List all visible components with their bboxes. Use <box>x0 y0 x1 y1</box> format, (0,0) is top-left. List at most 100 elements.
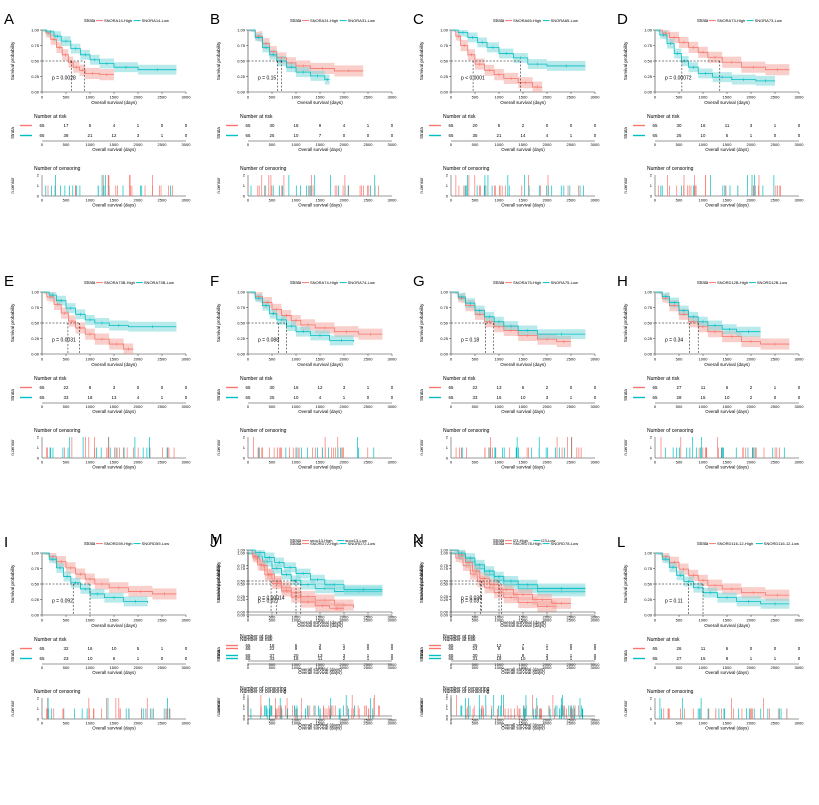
y-tick-label: 0.50 <box>237 581 246 586</box>
censor-x-tick-label: 3000 <box>591 198 601 203</box>
censor-x-tick-label: 3000 <box>182 198 192 203</box>
legend: Strata snoc13-High snoc13-Low <box>290 538 367 543</box>
risk-low-value: 10 <box>521 395 526 400</box>
censor-x-tick-label: 1500 <box>519 718 529 723</box>
x-axis-label: Overall survival (days) <box>91 100 137 105</box>
x-tick-label: 3000 <box>795 618 805 623</box>
risk-x-tick-label: 2500 <box>158 404 168 409</box>
risk-x-axis-label: Overall survival (days) <box>298 409 342 414</box>
risk-strata-label: Strata <box>10 127 15 139</box>
censor-x-tick-label: 3000 <box>182 460 192 465</box>
y-tick-label: 0.00 <box>31 351 40 356</box>
x-tick-label: 2500 <box>364 95 374 100</box>
risk-x-tick-label: 2000 <box>543 142 553 147</box>
risk-low-value: 1 <box>570 653 573 658</box>
risk-high-value: 18 <box>270 643 275 648</box>
risk-low-value: 65 <box>449 133 454 138</box>
risk-high-value: 7 <box>522 643 525 648</box>
legend-low-label: l23-Low <box>541 538 555 543</box>
risk-x-tick-label: 2500 <box>567 662 577 667</box>
risk-low-value: 10 <box>294 395 299 400</box>
risk-x-tick-label: 2500 <box>364 404 374 409</box>
risk-high-value: 6 <box>522 646 525 651</box>
censor-y-tick-label: 2 <box>37 172 40 177</box>
y-tick-label: 0.50 <box>237 578 246 583</box>
p-value: p = 0.11 <box>665 599 683 605</box>
censor-x-axis-label: Overall survival (days) <box>501 723 545 728</box>
censor-x-tick-label: 2500 <box>771 198 781 203</box>
x-tick-label: 1500 <box>110 357 120 362</box>
risk-low-value: 65 <box>40 133 45 138</box>
censor-y-tick-label: 1 <box>650 183 653 188</box>
risk-low-value: 3 <box>546 656 549 661</box>
legend-high-label: SNORD12B-High <box>717 280 748 285</box>
risk-strata-label: Strata <box>419 650 424 662</box>
legend-title: Strata <box>84 18 96 23</box>
risk-x-tick-label: 2500 <box>771 404 781 409</box>
censor-x-tick-label: 2500 <box>158 721 168 726</box>
censor-x-tick-label: 1000 <box>86 721 96 726</box>
x-tick-label: 1000 <box>495 615 505 620</box>
risk-low-value: 25 <box>270 133 275 138</box>
risk-strata-label: Strata <box>419 127 424 139</box>
legend-low-label: SNORA73B-Low <box>144 280 174 285</box>
panel-i: I Strata SNORD59-High SNORD59-Low Survival p… <box>4 534 191 731</box>
risk-low-value: 65 <box>449 395 454 400</box>
risk-x-tick-label: 1500 <box>519 662 529 667</box>
censor-title: Number of censoring <box>240 428 287 434</box>
censor-x-axis-label: Overall survival (days) <box>501 726 545 731</box>
panel-c: C Strata SNORA65-High SNORA65-Low Survival p… <box>413 11 600 208</box>
risk-x-tick-label: 0 <box>41 404 44 409</box>
y-tick-label: 0.25 <box>237 597 246 602</box>
censor-x-tick-label: 2500 <box>771 721 781 726</box>
y-tick-label: 0.25 <box>440 336 449 341</box>
censor-y-tick-label: 1 <box>243 183 246 188</box>
risk-x-tick-label: 2500 <box>158 665 168 670</box>
risk-low-value: 13 <box>318 653 323 658</box>
legend: Strata SNORA75-High SNORA75-Low <box>493 280 578 285</box>
y-tick-label: 0.75 <box>440 43 449 48</box>
risk-high-value: 22 <box>64 385 69 390</box>
risk-high-value: 0 <box>185 385 188 390</box>
x-tick-label: 1500 <box>723 95 733 100</box>
risk-high-value: 65 <box>653 646 658 651</box>
risk-high-value: 65 <box>40 646 45 651</box>
risk-low-value: 1 <box>161 395 164 400</box>
risk-x-tick-label: 2000 <box>747 142 757 147</box>
risk-high-value: 4 <box>343 123 346 128</box>
censor-x-axis-label: Overall survival (days) <box>298 203 342 208</box>
risk-high-value: 0 <box>594 123 597 128</box>
x-tick-label: 2000 <box>543 618 553 623</box>
censor-x-tick-label: 3000 <box>388 721 398 726</box>
risk-x-tick-label: 1500 <box>316 662 326 667</box>
censor-x-tick-label: 2500 <box>567 721 577 726</box>
censor-y-tick-label: 0 <box>37 193 40 198</box>
censor-x-tick-label: 500 <box>269 721 276 726</box>
censor-x-tick-label: 0 <box>450 198 453 203</box>
risk-x-axis-label: Overall survival (days) <box>298 667 342 672</box>
p-value: p = 0.0031 <box>52 338 76 344</box>
high-ci-band <box>248 553 354 614</box>
risk-high-value: 4 <box>113 123 116 128</box>
x-tick-label: 1000 <box>86 618 96 623</box>
risk-table-title: Number at risk <box>647 376 680 382</box>
legend: Strata l23-High l23-Low <box>493 538 556 543</box>
risk-high-value: 22 <box>473 385 478 390</box>
y-tick-label: 0.50 <box>31 58 40 63</box>
risk-low-value: 65 <box>653 395 658 400</box>
y-tick-label: 0.75 <box>31 305 40 310</box>
risk-high-value: 9 <box>319 123 322 128</box>
censor-x-tick-label: 2500 <box>158 460 168 465</box>
risk-x-tick-label: 1500 <box>110 404 120 409</box>
risk-strata-label: Strata <box>623 650 628 662</box>
risk-x-tick-label: 0 <box>654 142 657 147</box>
risk-low-value: 8 <box>726 656 729 661</box>
risk-x-tick-label: 500 <box>676 665 683 670</box>
risk-low-value: 10 <box>521 656 526 661</box>
x-tick-label: 3000 <box>182 618 192 623</box>
risk-x-tick-label: 500 <box>676 142 683 147</box>
risk-low-value: 10 <box>701 133 706 138</box>
risk-low-value: 0 <box>594 133 597 138</box>
censor-x-tick-label: 1000 <box>86 460 96 465</box>
y-tick-label: 0.50 <box>440 320 449 325</box>
